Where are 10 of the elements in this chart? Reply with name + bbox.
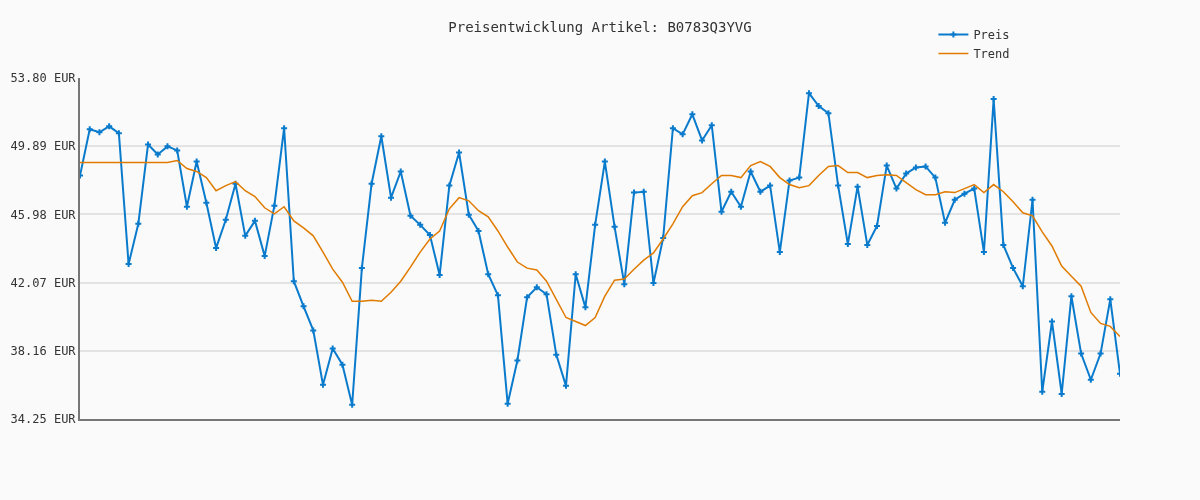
- legend-label: Preis: [973, 28, 1010, 43]
- chart-title: Preisentwicklung Artikel: B0783Q3YVG: [448, 19, 752, 36]
- y-tick-label: 49.89 EUR: [10, 139, 77, 154]
- y-tick-label: 34.25 EUR: [10, 412, 77, 427]
- y-tick-label: 53.80 EUR: [10, 71, 77, 86]
- y-tick-label: 42.07 EUR: [10, 275, 77, 290]
- legend-label: Trend: [973, 47, 1010, 62]
- line-series: [80, 159, 1120, 338]
- y-tick-label: 38.16 EUR: [10, 344, 77, 358]
- y-tick-label: 45.98 EUR: [10, 207, 77, 222]
